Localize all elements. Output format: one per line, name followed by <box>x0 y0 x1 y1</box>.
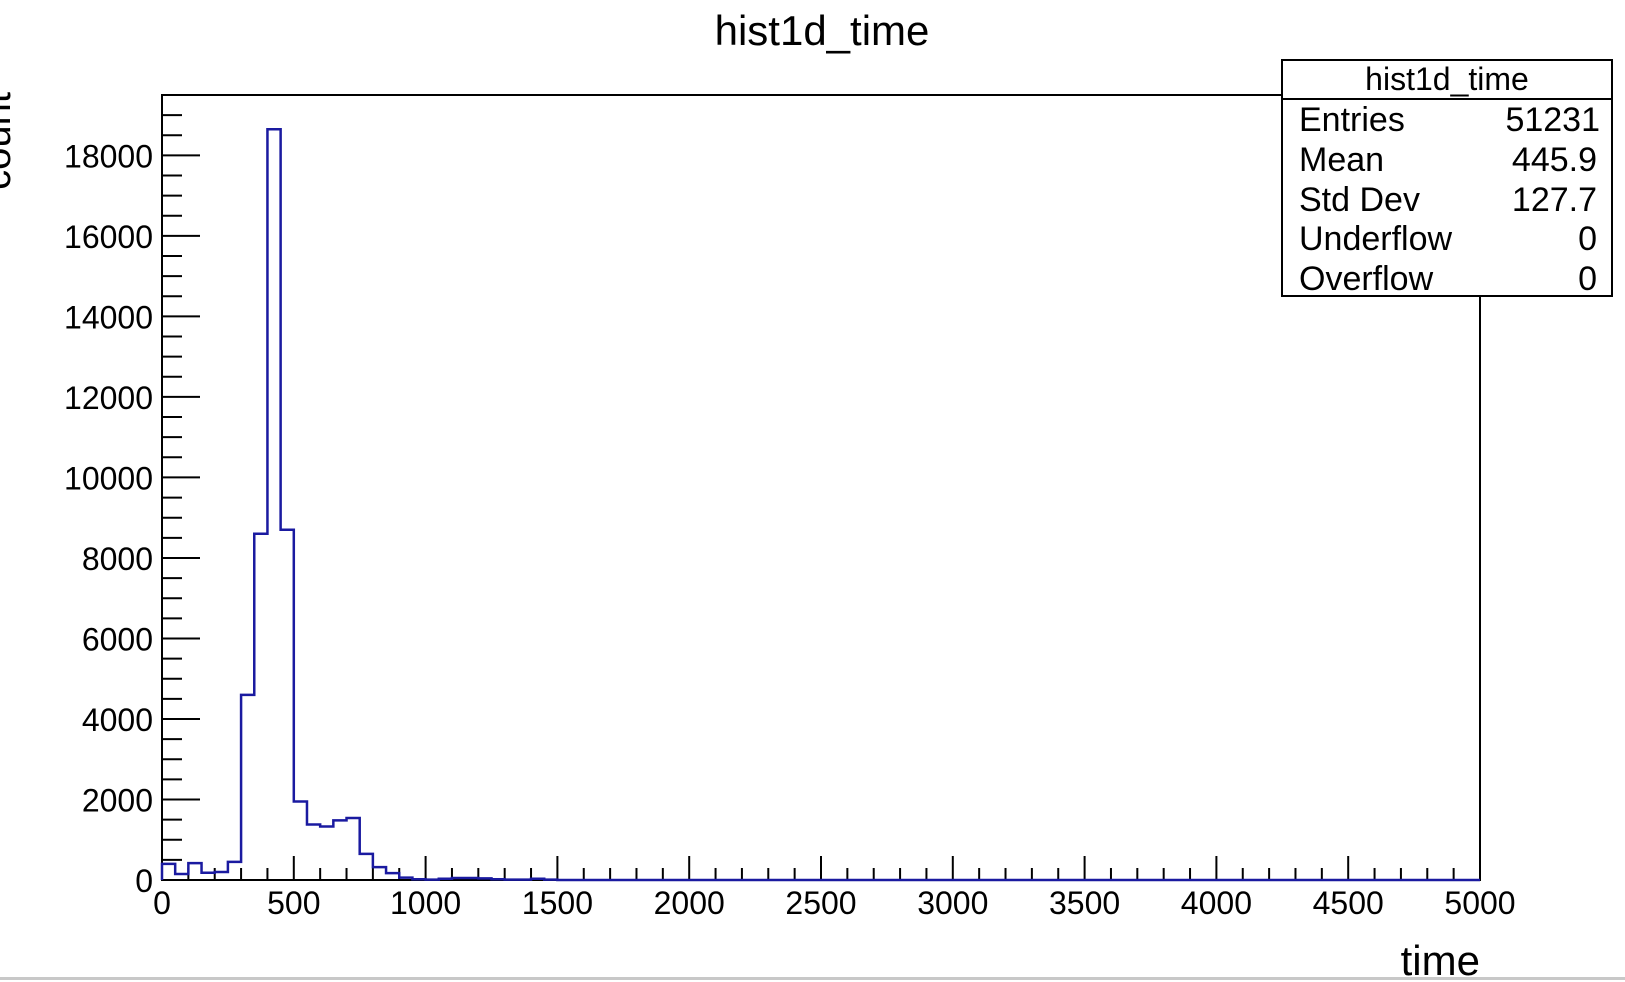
histogram-bin <box>162 864 175 880</box>
stats-value-overflow: 0 <box>1578 260 1597 298</box>
histogram-bin <box>347 818 360 880</box>
stats-value-entries: 51231 <box>1505 101 1600 139</box>
histogram-bin <box>281 530 294 880</box>
histogram-bin <box>373 867 386 880</box>
histogram-bin <box>399 878 412 880</box>
y-tick-label: 16000 <box>64 219 153 255</box>
y-tick-label: 12000 <box>64 380 153 416</box>
x-tick-label: 2000 <box>654 885 725 921</box>
histogram-bin <box>531 879 544 880</box>
y-axis-ticks: 0 2000 4000 6000 8000 10000 12000 14000 16000 180… <box>64 94 200 899</box>
histogram-bin <box>386 873 399 880</box>
histogram-bins <box>162 129 557 880</box>
bottom-divider <box>0 977 1625 980</box>
x-tick-label: 500 <box>267 885 320 921</box>
histogram-bin <box>254 534 267 880</box>
x-tick-label: 3500 <box>1049 885 1120 921</box>
histogram-bin <box>241 695 254 880</box>
stats-label-underflow: Underflow <box>1299 220 1453 258</box>
histogram-bin <box>267 129 280 880</box>
stats-value-mean: 445.9 <box>1512 141 1597 179</box>
x-tick-label: 2500 <box>785 885 856 921</box>
histogram-bin <box>360 854 373 880</box>
y-axis-label: count <box>0 92 19 190</box>
y-tick-label: 0 <box>135 863 153 899</box>
stats-label-mean: Mean <box>1299 141 1384 179</box>
histogram-bin <box>320 826 333 880</box>
y-tick-label: 4000 <box>82 702 153 738</box>
x-tick-label: 1000 <box>390 885 461 921</box>
y-tick-label: 10000 <box>64 460 153 496</box>
x-tick-label: 4500 <box>1313 885 1384 921</box>
histogram-bin <box>175 874 188 880</box>
histogram-bin <box>412 879 425 880</box>
stats-value-stddev: 127.7 <box>1512 181 1597 219</box>
stats-box-title: hist1d_time <box>1365 61 1529 97</box>
y-tick-label: 18000 <box>64 138 153 174</box>
x-axis-label: time <box>1401 937 1480 982</box>
x-tick-label: 0 <box>153 885 171 921</box>
y-tick-label: 14000 <box>64 299 153 335</box>
x-tick-label: 3000 <box>917 885 988 921</box>
chart-title: hist1d_time <box>715 7 930 54</box>
stats-box: hist1d_time Entries 51231 Mean 445.9 Std… <box>1281 59 1613 298</box>
stats-label-overflow: Overflow <box>1299 260 1434 298</box>
histogram-series-outline <box>160 127 1480 882</box>
histogram-bin <box>333 820 346 880</box>
histogram-bin <box>439 879 452 880</box>
histogram-bin <box>188 863 201 880</box>
x-tick-label: 5000 <box>1444 885 1515 921</box>
histogram-bin <box>215 872 228 880</box>
histogram-bin <box>452 878 465 880</box>
histogram-bin <box>307 824 320 880</box>
y-tick-label: 8000 <box>82 541 153 577</box>
histogram-bin <box>478 878 491 880</box>
stats-value-underflow: 0 <box>1578 220 1597 258</box>
x-axis-ticks: 0 500 1000 1500 2000 2500 3000 3500 4000 4500 5000 <box>153 856 1516 921</box>
y-tick-label: 6000 <box>82 621 153 657</box>
stats-label-stddev: Std Dev <box>1299 181 1420 219</box>
histogram-bin <box>492 879 505 880</box>
x-tick-label: 4000 <box>1181 885 1252 921</box>
stats-label-entries: Entries <box>1299 101 1405 139</box>
y-tick-label: 2000 <box>82 782 153 818</box>
histogram-bin <box>465 878 478 880</box>
histogram-bin <box>228 862 241 880</box>
histogram-bin <box>202 873 215 880</box>
histogram-bin <box>294 802 307 881</box>
x-tick-label: 1500 <box>522 885 593 921</box>
